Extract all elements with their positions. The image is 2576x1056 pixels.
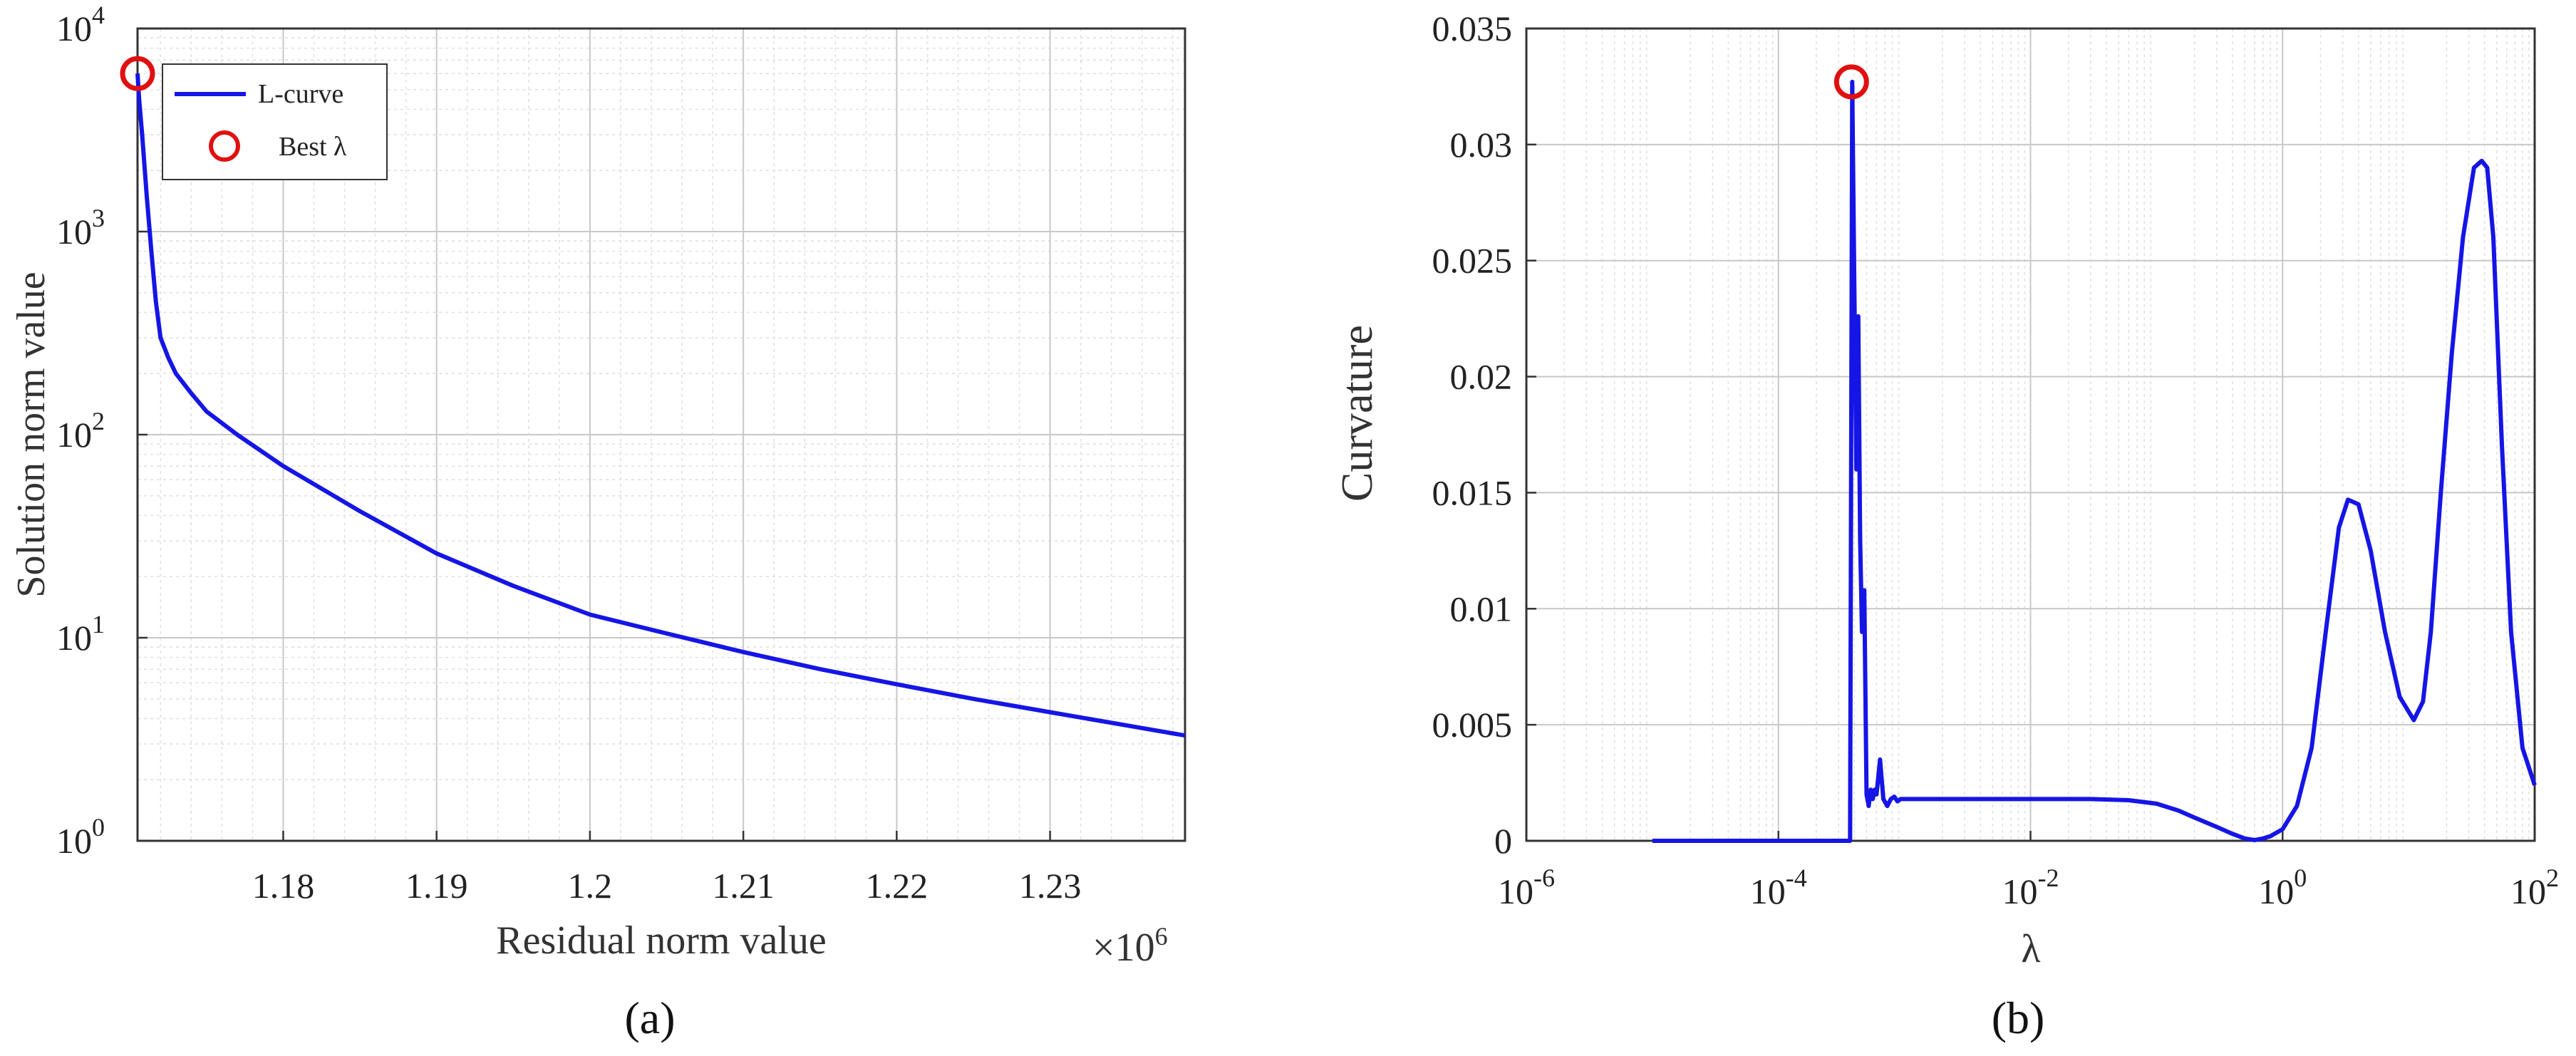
y-tick-label: 0.03: [1450, 125, 1513, 165]
x-tick-label: 10-2: [2002, 864, 2059, 911]
y-tick-label: 101: [56, 610, 105, 658]
legend-box-a: [162, 63, 388, 180]
y-tick-label: 103: [56, 204, 105, 252]
y-tick-label: 0.035: [1432, 9, 1513, 48]
series-line-0: [1652, 79, 2537, 843]
x-tick-label: 1.18: [252, 866, 315, 906]
x-tick-label: 102: [2510, 864, 2559, 911]
y-tick-label: 0.01: [1450, 589, 1513, 628]
y-tick-label: 104: [56, 1, 105, 48]
best-lambda-marker: [1833, 64, 1869, 100]
x-tick-label: 10-6: [1498, 864, 1555, 911]
y-tick-label: 0.015: [1432, 472, 1513, 512]
y-tick-label: 0: [1494, 821, 1512, 861]
legend-label-lcurve: L-curve: [258, 79, 343, 109]
y-tick-label: 102: [56, 407, 105, 455]
x-tick-label: 1.23: [1019, 866, 1082, 906]
series-a: [120, 56, 1186, 738]
x-multiplier-a: ×106: [1092, 922, 1168, 970]
y-tick-label: 100: [56, 813, 105, 861]
legend-a: L-curve Best λ: [162, 63, 388, 180]
x-tick-label: 1.19: [405, 866, 468, 906]
x-tick-label: 10-4: [1750, 864, 1807, 911]
grid-b: [1526, 28, 2535, 842]
series-line-0: [135, 73, 1186, 738]
x-tick-label: 1.2: [568, 866, 613, 906]
y-axis-label-b: Curvature: [1333, 325, 1382, 502]
legend-label-best-lambda: Best λ: [279, 132, 347, 162]
y-tick-label: 0.02: [1450, 357, 1513, 397]
x-axis-label-b: λ: [2021, 927, 2040, 971]
x-tick-label: 100: [2258, 864, 2307, 911]
ticks-b: 10-6 10-4 10-2 100 102 0 0.005 0.01 0.015 0.02 0.0…: [1432, 9, 2560, 911]
best-lambda-marker: [120, 56, 155, 91]
x-tick-label: 1.22: [866, 866, 929, 906]
x-tick-label: 1.21: [712, 866, 775, 906]
ticks-a: 1.18 1.19 1.2 1.21 1.22 1.23 100 101 102 103 104: [56, 1, 1081, 906]
chart-a: 1.18 1.19 1.2 1.21 1.22 1.23 100 101 102 103 104 L…: [9, 1, 1186, 1043]
chart-b: 10-6 10-4 10-2 100 102 0 0.005 0.01 0.015 0.02 0.0…: [1333, 9, 2559, 1043]
legend-marker-swatch-a: [209, 130, 240, 162]
y-tick-label: 0.005: [1432, 705, 1513, 745]
series-b: [1652, 64, 2537, 843]
y-axis-label-a: Solution norm value: [9, 271, 53, 597]
x-axis-label-a: Residual norm value: [496, 918, 826, 963]
y-tick-label: 0.025: [1432, 241, 1513, 281]
caption-a: (a): [624, 993, 675, 1043]
caption-b: (b): [1992, 993, 2045, 1043]
